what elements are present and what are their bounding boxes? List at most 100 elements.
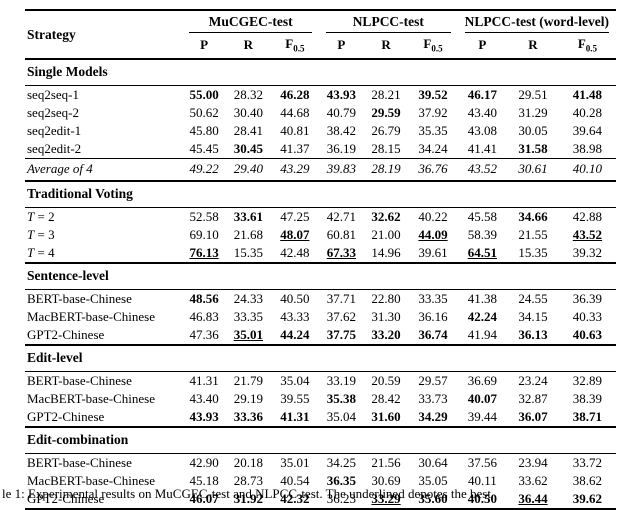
metric-value: 35.04 (280, 372, 310, 388)
metric-value: 21.56 (371, 454, 401, 470)
metric-value: 42.90 (189, 454, 219, 470)
metric-value: 35.04 (326, 408, 356, 424)
metric-value: 47.25 (280, 208, 310, 224)
metric-value: 44.09 (418, 226, 448, 242)
metric-value: 41.38 (467, 290, 497, 306)
metric-value: 41.41 (467, 140, 497, 156)
metric-header-p: P (319, 34, 364, 60)
metric-header-p: P (457, 34, 508, 60)
metric-value: 31.58 (518, 140, 548, 156)
metric-value: 43.08 (467, 122, 497, 138)
metric-value: 40.10 (558, 157, 616, 181)
row-label: GPT2-Chinese (27, 408, 105, 424)
section-title: Single Models (25, 57, 616, 86)
metric-value: 38.39 (572, 390, 603, 406)
metric-value: 30.64 (418, 454, 448, 470)
metric-value: 36.16 (418, 308, 448, 324)
section-title: Edit-combination (25, 425, 616, 454)
section-title-row: Sentence-level (25, 261, 616, 290)
metric-value: 39.64 (572, 122, 603, 138)
metric-value: 14.96 (371, 244, 401, 260)
metric-value: 28.41 (233, 122, 263, 138)
metric-header-f05: F0.5 (270, 34, 319, 60)
metric-value: 39.32 (572, 244, 603, 260)
metric-value: 42.24 (467, 308, 497, 324)
header-metric-row: P R F0.5 P R F0.5 P R F0.5 (25, 34, 616, 60)
row-label: MacBERT-base-Chinese (27, 308, 155, 324)
metric-f-subscript: 0.5 (431, 43, 443, 54)
metric-value: 36.39 (572, 290, 603, 306)
metric-value: 28.19 (363, 157, 409, 181)
metric-value: 40.50 (280, 290, 310, 306)
table-row: Average of 4 49.22 29.40 43.29 39.83 28.19 36.… (25, 157, 616, 181)
metric-value: 28.21 (371, 86, 401, 102)
metric-value: 44.24 (280, 326, 310, 342)
metric-value: 30.69 (371, 472, 401, 488)
metric-value: 38.98 (572, 140, 603, 156)
metric-f-subscript: 0.5 (293, 43, 305, 54)
metric-value: 33.61 (233, 208, 263, 224)
row-label: MacBERT-base-Chinese (27, 390, 155, 406)
metric-value: 41.37 (280, 140, 310, 156)
metric-value: 24.55 (518, 290, 548, 306)
metric-value: 35.01 (280, 454, 310, 470)
metric-value: 33.73 (418, 390, 448, 406)
metric-header-r: R (225, 34, 271, 60)
table-row: MacBERT-base-Chinese 43.40 29.19 39.55 35.38… (25, 390, 616, 408)
metric-value: 41.94 (467, 326, 497, 342)
metric-value: 31.29 (518, 104, 548, 120)
metric-value: 45.58 (467, 208, 497, 224)
row-label: T = 3 (27, 226, 55, 242)
row-label: seq2seq-1 (27, 86, 79, 102)
group-header-nlpcc-word-level: NLPCC-test (word-level) (458, 10, 616, 34)
metric-header-r: R (507, 34, 559, 60)
metric-value: 40.79 (326, 104, 356, 120)
table-row: BERT-base-Chinese 42.90 20.18 35.01 34.25 21.… (25, 453, 616, 472)
metric-value: 42.88 (572, 208, 603, 224)
metric-value: 33.35 (233, 308, 263, 324)
metric-value: 35.35 (418, 122, 448, 138)
metric-value: 34.66 (518, 208, 548, 224)
metric-value: 40.28 (572, 104, 603, 120)
table-row: GPT2-Chinese 43.93 33.36 41.31 35.04 31.60 34.… (25, 408, 616, 427)
table-row: seq2seq-2 50.62 30.40 44.68 40.79 29.59 37.92 4… (25, 104, 616, 122)
header-group-row: Strategy MuCGEC-test NLPCC-test NLPCC-te… (25, 10, 616, 60)
metric-value: 49.22 (182, 157, 226, 181)
metric-value: 45.18 (189, 472, 219, 488)
metric-value: 46.28 (280, 86, 310, 102)
metric-value: 22.80 (371, 290, 401, 306)
metric-value: 31.60 (371, 408, 401, 424)
metric-value: 39.61 (418, 244, 448, 260)
table-row: BERT-base-Chinese 41.31 21.79 35.04 33.19 20.… (25, 371, 616, 390)
metric-value: 55.00 (189, 86, 219, 102)
metric-value: 46.83 (189, 308, 219, 324)
table-row: GPT2-Chinese 47.36 35.01 44.24 37.75 33.20 36.… (25, 326, 616, 345)
metric-value: 32.89 (572, 372, 603, 388)
metric-value: 36.13 (518, 326, 548, 342)
metric-value: 30.45 (233, 140, 263, 156)
metric-value: 43.29 (270, 157, 319, 181)
section-title-row: Traditional Voting (25, 179, 616, 208)
metric-value: 20.59 (371, 372, 401, 388)
row-label: BERT-base-Chinese (27, 454, 132, 470)
metric-value: 50.62 (189, 104, 219, 120)
row-label: seq2seq-2 (27, 104, 79, 120)
metric-value: 43.52 (457, 157, 508, 181)
metric-header-r: R (363, 34, 409, 60)
section-title: Edit-level (25, 343, 616, 372)
metric-value: 36.07 (518, 408, 548, 424)
metric-value: 33.20 (371, 326, 401, 342)
table-body: Single Models seq2seq-1 55.00 28.32 46.28 43.… (25, 57, 616, 509)
group-label: NLPCC-test (326, 14, 451, 33)
section-title-row: Edit-level (25, 343, 616, 372)
table-caption: le 1: Experimental results on MuCGEC-tes… (2, 486, 491, 501)
metric-value: 60.81 (326, 226, 356, 242)
metric-value: 39.83 (319, 157, 364, 181)
metric-value: 47.36 (189, 326, 219, 342)
metric-value: 45.45 (189, 140, 219, 156)
metric-value: 38.42 (326, 122, 356, 138)
metric-value: 37.71 (326, 290, 356, 306)
metric-value: 29.59 (371, 104, 401, 120)
metric-f: F (285, 36, 294, 51)
table-row: T = 4 76.13 15.35 42.48 67.33 14.96 39.61 64.51… (25, 244, 616, 263)
